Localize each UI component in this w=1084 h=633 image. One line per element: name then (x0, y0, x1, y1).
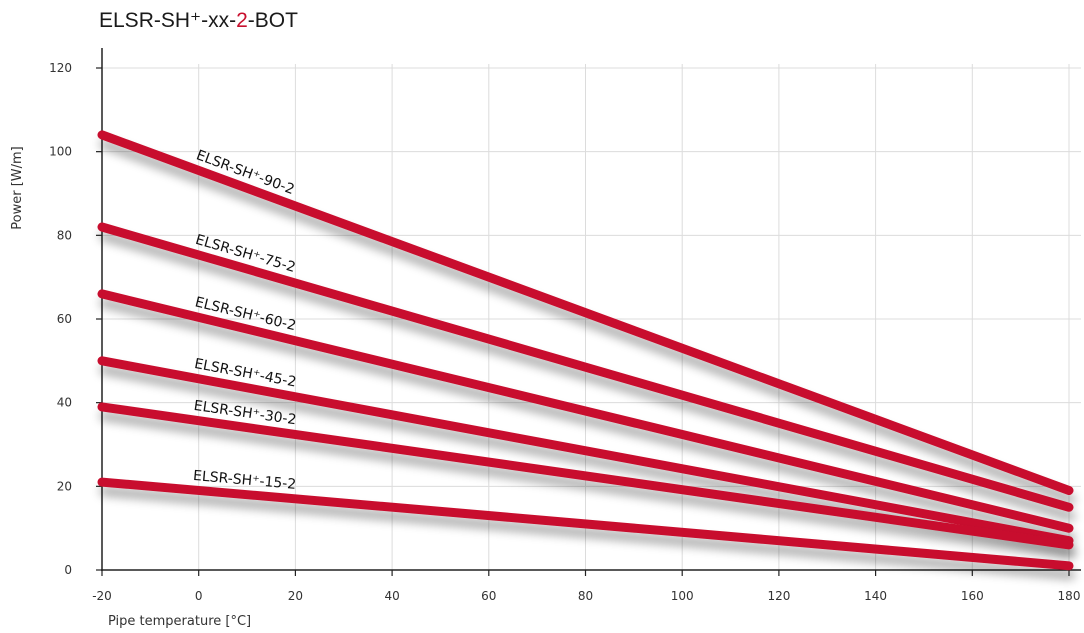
x-tick-label: 40 (384, 589, 399, 603)
x-tick-label: 0 (195, 589, 203, 603)
x-tick-label: -20 (92, 589, 112, 603)
y-tick-label: 120 (49, 61, 72, 75)
title-suffix: -BOT (247, 9, 298, 32)
axes: 0 20 40 60 80 100 120 -20 0 20 40 60 80 100 120 140 160 1… (10, 48, 1081, 629)
series-line (97, 402, 1074, 550)
title-accent: 2 (236, 9, 248, 32)
x-tick-label: 20 (288, 589, 303, 603)
x-tick-label: 180 (1058, 589, 1081, 603)
x-tick-label: 160 (961, 589, 984, 603)
x-tick-label: 120 (767, 589, 790, 603)
y-tick-label: 0 (64, 563, 72, 577)
chart-title: ELSR-SH⁺-xx-2-BOT (99, 8, 298, 33)
y-tick-label: 100 (49, 145, 72, 159)
x-tick-label: 80 (578, 589, 593, 603)
y-tick-label: 60 (57, 312, 72, 326)
y-axis-title: Power [W/m] (10, 146, 25, 229)
y-tick-label: 80 (57, 228, 72, 242)
x-axis-title: Pipe temperature [°C] (108, 614, 251, 629)
y-tick-label: 40 (57, 396, 72, 410)
x-tick-label: 60 (481, 589, 496, 603)
x-tick-label: 100 (671, 589, 694, 603)
series-line (97, 477, 1074, 571)
x-tick-label: 140 (864, 589, 887, 603)
series-line (97, 222, 1074, 512)
series-line (97, 289, 1074, 533)
series-line (97, 356, 1074, 546)
series-line (97, 130, 1074, 495)
series-lines (97, 130, 1074, 571)
y-tick-label: 20 (57, 479, 72, 493)
title-prefix: ELSR-SH⁺-xx- (99, 9, 237, 32)
